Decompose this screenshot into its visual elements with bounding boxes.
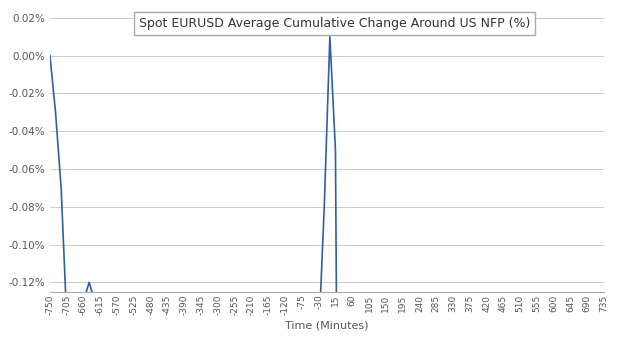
X-axis label: Time (Minutes): Time (Minutes) — [285, 321, 369, 331]
Text: Spot EURUSD Average Cumulative Change Around US NFP (%): Spot EURUSD Average Cumulative Change Ar… — [139, 17, 530, 30]
